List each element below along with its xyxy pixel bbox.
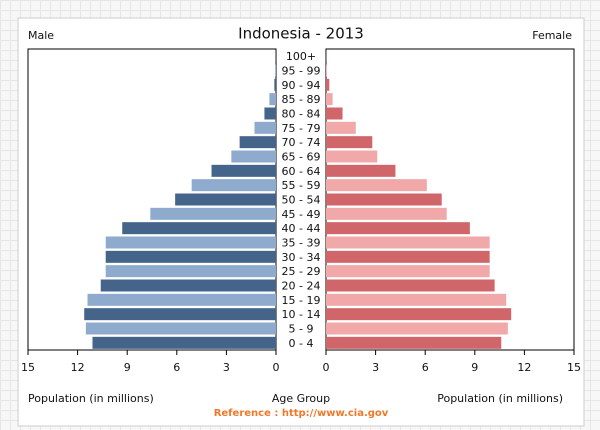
bar: [100, 279, 276, 292]
category-label: 70 - 74: [282, 136, 321, 149]
bar: [231, 150, 276, 163]
category-label: 35 - 39: [282, 237, 321, 250]
bar: [326, 93, 333, 106]
bar: [326, 179, 427, 192]
bar: [239, 136, 276, 149]
category-label: 100+: [286, 50, 316, 63]
bar: [326, 222, 470, 235]
x-tick-label: 12: [71, 361, 85, 374]
category-label: 40 - 44: [282, 222, 321, 235]
bar: [211, 164, 276, 177]
bar: [326, 322, 508, 335]
bar: [105, 265, 276, 278]
bar: [87, 293, 277, 306]
category-label: 0 - 4: [289, 337, 314, 350]
bar: [326, 136, 373, 149]
bar: [326, 265, 490, 278]
bar: [274, 78, 276, 91]
bar: [105, 250, 276, 263]
category-label: 10 - 14: [282, 308, 321, 321]
category-label: 65 - 69: [282, 151, 321, 164]
bar: [326, 164, 396, 177]
source: Reference : http://www.cia.gov: [214, 408, 389, 419]
category-label: 20 - 24: [282, 280, 321, 293]
bar: [326, 279, 495, 292]
bar: [326, 193, 442, 206]
category-label: 60 - 64: [282, 165, 321, 178]
bar: [105, 236, 276, 249]
category-label: 45 - 49: [282, 208, 321, 221]
bar: [150, 207, 276, 220]
x-tick-label: 9: [124, 361, 131, 374]
bar: [326, 207, 447, 220]
category-label: 75 - 79: [282, 122, 321, 135]
left-label: Male: [28, 29, 54, 42]
x-axis-label: Population (in millions): [437, 392, 563, 405]
bar: [326, 78, 330, 91]
category-label: 30 - 34: [282, 251, 321, 264]
x-tick-label: 15: [567, 361, 581, 374]
bar: [122, 222, 277, 235]
category-label: 95 - 99: [282, 65, 321, 78]
bar: [264, 107, 276, 120]
x-axis-label: Population (in millions): [28, 392, 154, 405]
bar: [254, 121, 276, 134]
bar: [326, 293, 507, 306]
x-tick-label: 12: [517, 361, 531, 374]
bar: [92, 336, 276, 349]
x-tick-label: 6: [422, 361, 429, 374]
category-label: 15 - 19: [282, 294, 321, 307]
x-tick-label: 0: [273, 361, 280, 374]
bar: [326, 308, 512, 321]
x-tick-label: 6: [173, 361, 180, 374]
bar: [326, 336, 502, 349]
bar: [326, 150, 378, 163]
category-label: 80 - 84: [282, 108, 321, 121]
category-label: 90 - 94: [282, 79, 321, 92]
category-label: 55 - 59: [282, 179, 321, 192]
bar: [326, 250, 490, 263]
x-tick-label: 3: [372, 361, 379, 374]
x-tick-label: 9: [471, 361, 478, 374]
bar: [326, 236, 490, 249]
chart-title: Indonesia - 2013: [238, 25, 364, 43]
x-tick-label: 15: [21, 361, 35, 374]
category-label: 5 - 9: [289, 323, 314, 336]
right-label: Female: [532, 29, 572, 42]
category-label: 50 - 54: [282, 194, 321, 207]
x-tick-label: 0: [323, 361, 330, 374]
category-label: 25 - 29: [282, 265, 321, 278]
category-axis-label: Age Group: [272, 392, 330, 405]
bar: [84, 308, 276, 321]
bar: [326, 64, 327, 77]
bar: [326, 121, 356, 134]
category-label: 85 - 89: [282, 93, 321, 106]
bar: [269, 93, 276, 106]
bar: [326, 107, 343, 120]
x-tick-label: 3: [223, 361, 230, 374]
bar: [275, 64, 276, 77]
bar: [85, 322, 276, 335]
bar: [191, 179, 276, 192]
bar: [175, 193, 276, 206]
